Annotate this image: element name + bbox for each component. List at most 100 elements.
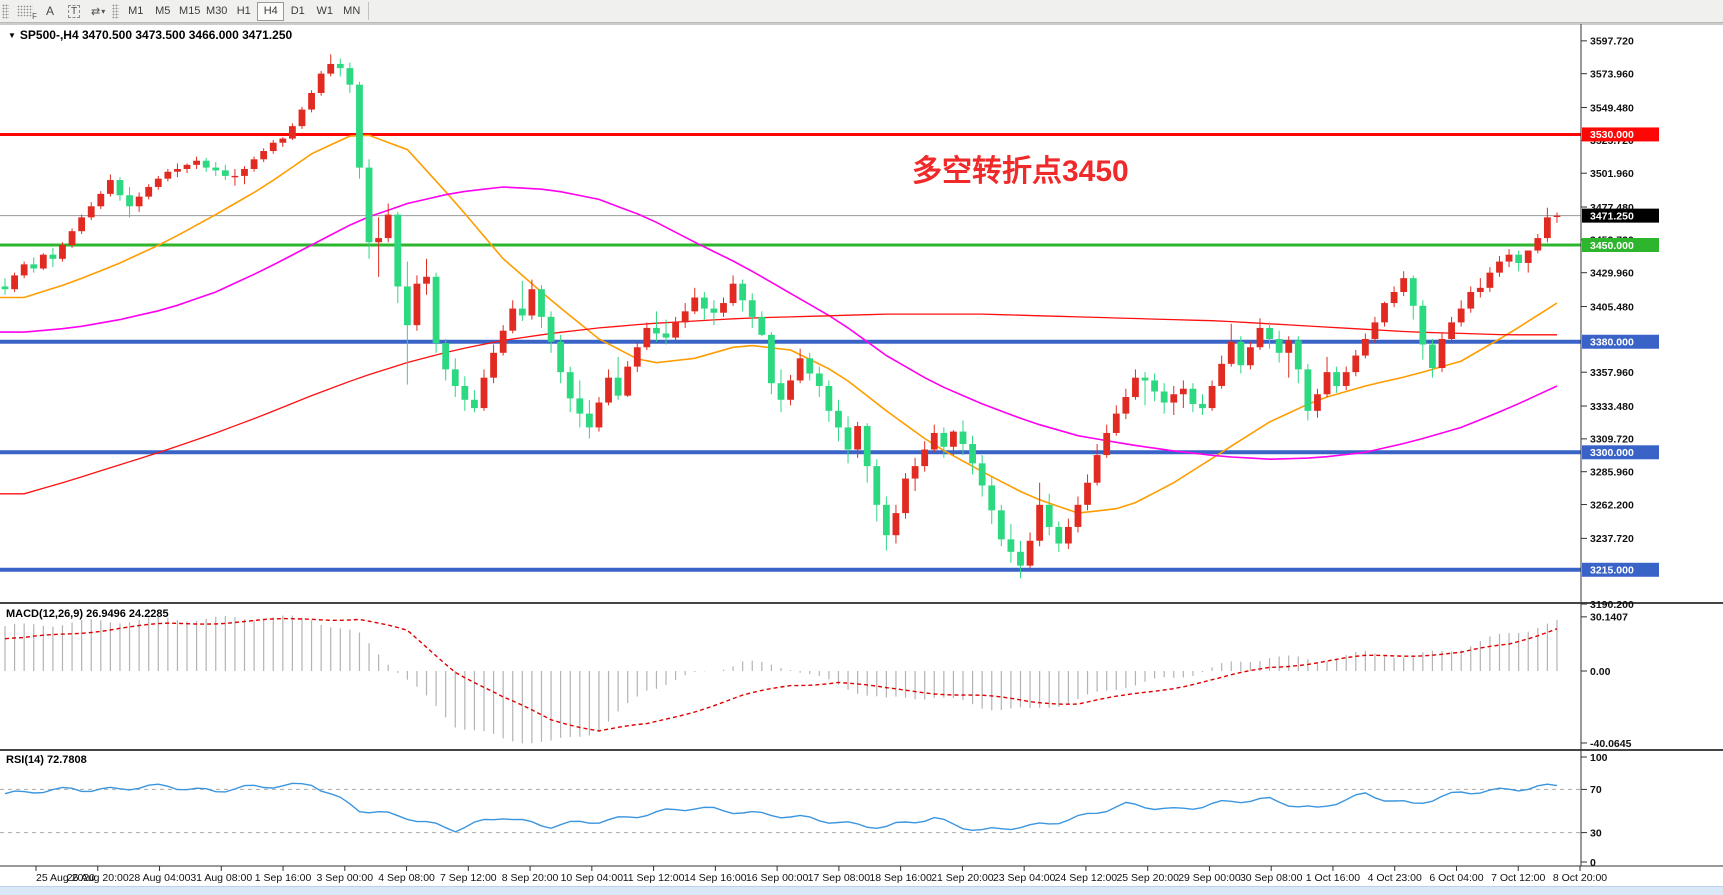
- candle-body: [1390, 291, 1398, 304]
- indicator-properties-button[interactable]: F: [13, 2, 37, 21]
- cycle-arrows-icon: ⇄: [91, 5, 100, 18]
- collapse-triangle-icon[interactable]: ▼: [8, 31, 16, 40]
- letter-a-icon: A: [45, 4, 54, 18]
- symbol-ohlc-header: ▼ SP500-,H4 3470.500 3473.500 3466.000 34…: [8, 28, 292, 42]
- candle-body: [1524, 250, 1532, 263]
- candle-body: [1275, 338, 1283, 353]
- candle-body: [1179, 388, 1187, 395]
- candle-body: [882, 504, 890, 536]
- indicator-axis[interactable]: 30.1407 0.00 -40.0645 100 70 30 0: [1581, 612, 1632, 869]
- candle-body: [662, 333, 670, 338]
- candle-body: [1064, 526, 1072, 544]
- candle-body: [1199, 403, 1206, 409]
- time-axis-label: 8 Sep 20:00: [502, 872, 559, 884]
- candle-body: [289, 126, 296, 139]
- candle-body: [1505, 254, 1513, 262]
- candle-body: [59, 245, 66, 259]
- candle-body: [241, 168, 248, 176]
- candle-body: [135, 196, 143, 207]
- candle-body: [758, 316, 766, 335]
- macd-indicator-label: MACD(12,26,9) 26.9496 24.2285: [6, 608, 169, 620]
- rsi-axis-label: 70: [1590, 784, 1602, 796]
- candle-body: [997, 510, 1005, 540]
- timeframe-mn-button[interactable]: MN: [343, 4, 361, 17]
- candle-body: [490, 352, 497, 378]
- timeframe-d1-button[interactable]: D1: [290, 4, 305, 17]
- candle-body: [68, 231, 76, 245]
- timeframe-h4-button[interactable]: H4: [257, 1, 285, 21]
- horizontal-level-lines[interactable]: [0, 132, 1581, 572]
- candle-body: [1112, 413, 1120, 433]
- time-axis-label: 18 Sep 16:00: [869, 872, 932, 884]
- candle-body: [576, 398, 584, 414]
- candle-body: [1, 286, 9, 290]
- toolbar-grip[interactable]: [2, 3, 9, 19]
- candle-body: [528, 289, 536, 316]
- candle-body: [336, 63, 344, 69]
- time-axis-label: 14 Sep 16:00: [684, 872, 747, 884]
- candle-body: [1381, 303, 1388, 323]
- candle-body: [892, 513, 900, 536]
- candle-body: [145, 186, 153, 197]
- candle-body: [154, 178, 162, 187]
- candle-body: [547, 316, 555, 342]
- time-axis-label: 7 Sep 12:00: [440, 872, 497, 884]
- candle-body: [1074, 504, 1082, 527]
- candle-body: [1141, 377, 1149, 381]
- time-axis-label: 6 Oct 04:00: [1429, 872, 1483, 884]
- candle-body: [87, 206, 95, 218]
- candle-body: [950, 431, 957, 447]
- candle-body: [863, 426, 871, 467]
- candle-body: [624, 366, 632, 396]
- axis-tick-label: 3285.960: [1590, 467, 1634, 479]
- rsi-panel: [0, 782, 1581, 834]
- timeframe-h1-button[interactable]: H1: [236, 4, 251, 17]
- time-axis-label: 17 Sep 08:00: [808, 872, 871, 884]
- candle-body: [1553, 215, 1561, 218]
- rsi-axis-label: 0: [1590, 857, 1596, 869]
- candle-body: [1093, 455, 1101, 483]
- status-bar: [0, 886, 1723, 895]
- candle-body: [346, 68, 354, 85]
- level-price-box: [1582, 238, 1659, 252]
- candle-body: [1304, 369, 1312, 411]
- candle-body: [298, 109, 306, 127]
- candle-body: [30, 264, 38, 269]
- candle-body: [959, 431, 967, 445]
- candle-body: [930, 432, 938, 450]
- candle-body: [720, 303, 727, 313]
- timeframe-group-grip[interactable]: [112, 3, 120, 19]
- rsi-indicator-label: RSI(14) 72.7808: [6, 754, 87, 766]
- candle-body: [518, 308, 526, 316]
- candle-body: [49, 254, 57, 259]
- chart-annotation-text[interactable]: 多空转折点3450: [912, 155, 1129, 188]
- rsi-line: [4, 782, 1558, 833]
- price-axis[interactable]: 3597.7203573.9603549.4803525.7203501.960…: [1581, 36, 1659, 611]
- candle-body: [1007, 539, 1015, 552]
- candle-body: [269, 142, 277, 152]
- candle-body: [327, 63, 335, 74]
- time-axis-label: 28 Aug 04:00: [129, 872, 191, 884]
- time-axis-label: 1 Sep 16:00: [255, 872, 312, 884]
- timeframe-m30-button[interactable]: M30: [206, 4, 228, 17]
- candle-body: [116, 180, 124, 196]
- time-axis-label: 29 Sep 00:00: [1178, 872, 1241, 884]
- time-axis-label: 4 Oct 23:00: [1368, 872, 1422, 884]
- candle-body: [1017, 551, 1024, 566]
- candle-body: [20, 264, 28, 276]
- timeframe-m5-button[interactable]: M5: [155, 4, 171, 17]
- text-box-tool-button[interactable]: T: [63, 2, 85, 21]
- toolbar-separator: [368, 2, 370, 20]
- axis-tick-label: 3501.960: [1590, 168, 1634, 180]
- candle-body: [796, 358, 804, 381]
- candle-body: [317, 73, 325, 93]
- cycle-symbols-button[interactable]: ⇄ ▾: [87, 2, 109, 21]
- text-label-tool-button[interactable]: A: [39, 2, 61, 21]
- candle-body: [1496, 261, 1503, 273]
- timeframe-m1-button[interactable]: M1: [128, 4, 144, 17]
- timeframe-m15-button[interactable]: M15: [179, 4, 201, 17]
- timeframe-w1-button[interactable]: W1: [316, 4, 333, 17]
- macd-panel: [4, 615, 1558, 744]
